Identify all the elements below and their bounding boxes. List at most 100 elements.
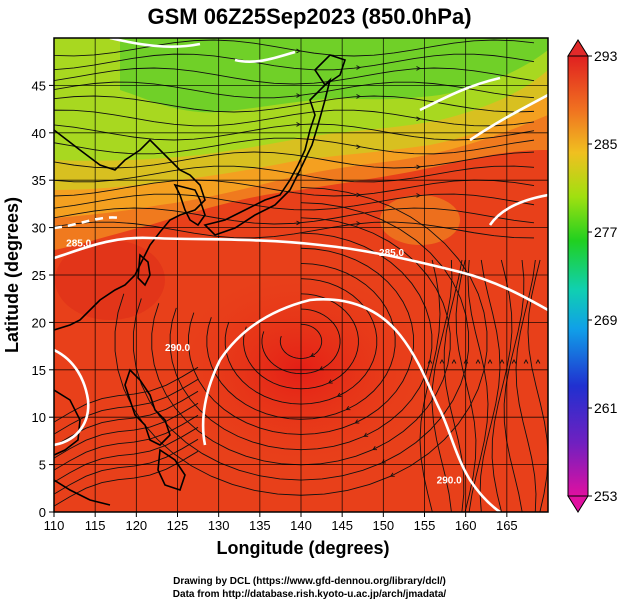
streamline: [54, 137, 535, 155]
streamline: [54, 207, 535, 225]
streamline: [54, 109, 535, 127]
streamline: [443, 259, 465, 512]
streamline: [114, 187, 488, 496]
streamline-arrow: [356, 221, 361, 226]
x-tick-label: 155: [414, 518, 436, 533]
streamline: [169, 232, 433, 451]
contour-label: 290.0: [437, 476, 462, 487]
x-tick-label: 130: [208, 518, 230, 533]
streamline-arrow: [416, 193, 421, 198]
streamline: [54, 414, 199, 471]
x-tick-label: 135: [249, 518, 271, 533]
streamline-arrow: [356, 94, 361, 99]
streamline: [54, 123, 535, 141]
y-tick-label: 20: [32, 315, 46, 330]
streamline: [54, 221, 535, 239]
streamline: [224, 278, 378, 405]
contour-north: [419, 76, 501, 112]
field-warm-west: [55, 240, 165, 320]
streamline-arrow: [416, 116, 421, 122]
streamline-arrow: [372, 446, 378, 451]
streamline-arrow: [416, 66, 421, 71]
japan-main: [203, 77, 332, 236]
streamline: [515, 259, 537, 512]
field-green-band: [120, 38, 548, 113]
x-tick-label: 115: [85, 518, 106, 533]
streamline: [206, 263, 396, 420]
contour-east: [488, 193, 548, 226]
streamline: [455, 259, 477, 512]
streamline-arrow: [356, 65, 361, 70]
contour-labels: 285.0 285.0 290.0 290.0: [66, 239, 462, 487]
hokkaido: [313, 54, 347, 87]
streamline-arrow: [499, 359, 505, 364]
colorbar-label: 277: [594, 224, 618, 240]
colorbar-label: 253: [594, 488, 618, 504]
streamline: [491, 259, 513, 512]
streamline-arrow: [416, 164, 421, 170]
streamline: [479, 259, 501, 512]
x-tick-label: 165: [496, 518, 518, 533]
borneo-coast: [54, 479, 111, 506]
streamline-arrow: [487, 359, 493, 364]
x-axis: 110 115 120 125 130 135 140 145 150 155 160 165: [44, 512, 518, 533]
coastlines: [54, 54, 347, 506]
contour-285-line: [54, 236, 548, 312]
streamline-arrow: [296, 220, 301, 226]
streamline-arrow: [389, 472, 395, 477]
temperature-contours: [54, 38, 548, 512]
streamline-arrow: [356, 144, 361, 150]
map-title: GSM 06Z25Sep2023 (850.0hPa): [147, 4, 472, 29]
x-tick-label: 150: [372, 518, 394, 533]
streamline: [261, 308, 341, 375]
y-tick-label: 15: [32, 363, 46, 378]
y-axis: 0 5 10 15 20 25 30 35 40 45: [32, 78, 54, 520]
luzon: [124, 368, 171, 446]
colorbar-bottom-arrow: [567, 495, 589, 513]
streamline: [54, 450, 199, 507]
colorbar-top-arrow: [567, 39, 589, 57]
y-axis-title: Latitude (degrees): [2, 197, 22, 353]
streamline: [279, 323, 323, 359]
streamline-arrow: [354, 419, 360, 424]
y-tick-label: 25: [32, 268, 46, 283]
streamline: [54, 179, 535, 197]
contour-290-west: [54, 348, 90, 447]
streamline: [54, 378, 199, 435]
streamline-arrow: [327, 379, 333, 384]
colorbar-ticks: 293 285 277 269 261 253: [588, 48, 618, 504]
taiwan: [137, 253, 151, 287]
contour-label: 290.0: [165, 343, 190, 354]
streamline-arrow: [310, 352, 315, 357]
streamline-arrow: [523, 359, 529, 364]
streamline: [54, 438, 199, 495]
y-tick-label: 45: [32, 78, 46, 93]
y-tick-label: 0: [39, 505, 46, 520]
y-tick-label: 5: [39, 458, 46, 473]
colorbar-label: 285: [594, 136, 618, 152]
colorbar-label: 261: [594, 400, 618, 416]
mindanao: [157, 448, 186, 492]
x-tick-label: 145: [331, 518, 353, 533]
colorbar-bar: [567, 55, 589, 497]
streamline: [54, 390, 199, 447]
y-tick-label: 35: [32, 173, 46, 188]
contour-285-dashed: [54, 216, 121, 230]
streamline: [54, 426, 199, 483]
streamline: [188, 247, 414, 435]
streamline-arrow: [336, 392, 342, 397]
x-tick-label: 120: [125, 518, 147, 533]
streamline-arrow: [296, 48, 301, 54]
y-tick-label: 10: [32, 410, 46, 425]
contour-290-line: [201, 298, 501, 512]
y-tick-label: 40: [32, 126, 46, 141]
streamline: [243, 293, 359, 390]
streamline: [54, 67, 535, 85]
korea-peninsula: [173, 183, 206, 227]
colorbar: 293 285 277 269 261 253: [567, 39, 618, 513]
streamline-arrow: [451, 359, 457, 364]
x-tick-label: 140: [290, 518, 312, 533]
field-warm-east: [380, 195, 460, 245]
streamline-arrow: [363, 432, 369, 437]
contour-label: 285.0: [379, 248, 404, 259]
